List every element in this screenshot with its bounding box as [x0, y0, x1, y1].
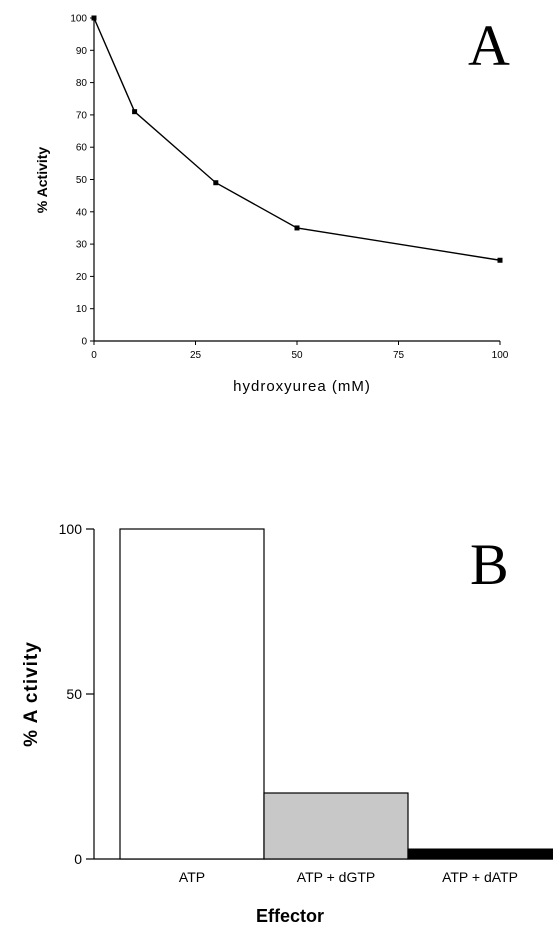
panel-a-y-tick-label: 80: [76, 78, 88, 89]
panel-a-y-tick-label: 70: [76, 110, 88, 121]
panel-a-points: [91, 15, 503, 263]
panel-b-y-label: % A ctivity: [21, 641, 42, 747]
panel-a-series-line: [93, 17, 501, 261]
panel-a-y-tick-label: 50: [76, 175, 88, 186]
panel-a-x-tick-label: 100: [492, 350, 509, 361]
panel-b-y-tick-label: 0: [74, 851, 82, 867]
panel-b-y-tick-label: 100: [59, 521, 83, 537]
panel-b-letter: B: [470, 532, 509, 597]
panel-a-y-tick-label: 20: [76, 272, 88, 283]
panel-a: A 0 10 20 30 40 50 60 70 80 90 100 0 25 50 75 100 % Ac…: [34, 13, 510, 395]
panel-a-data-point: [91, 15, 97, 21]
panel-a-data-point: [294, 225, 300, 231]
panel-a-data-point: [132, 109, 138, 115]
panel-a-y-tick-label: 100: [70, 14, 87, 25]
panel-b: B 0 50 100 ATP ATP + dGTP ATP + dATP % A cti…: [21, 521, 553, 926]
panel-a-x-tick-label: 0: [91, 350, 97, 361]
panel-a-y-tick-label: 60: [76, 143, 88, 154]
panel-b-bar: [263, 792, 409, 860]
panel-b-y-ticks: 0 50 100: [59, 521, 94, 867]
panel-a-data-point: [497, 257, 503, 263]
panel-a-y-tick-label: 0: [81, 337, 87, 348]
panel-b-category-labels: ATP ATP + dGTP ATP + dATP: [179, 869, 518, 885]
panel-a-x-ticks: 0 25 50 75 100: [91, 341, 509, 361]
panel-b-category-label: ATP + dATP: [442, 869, 518, 885]
panel-a-y-tick-label: 90: [76, 46, 88, 57]
panel-a-y-tick-label: 10: [76, 304, 88, 315]
panel-a-letter: A: [468, 13, 510, 78]
panel-a-y-label: % Activity: [34, 147, 50, 214]
panel-b-category-label: ATP + dGTP: [297, 869, 375, 885]
panel-b-bars: [119, 528, 553, 860]
panel-b-x-label: Effector: [256, 906, 324, 926]
panel-a-y-ticks: 0 10 20 30 40 50 60 70 80 90 100: [70, 14, 94, 348]
panel-a-x-tick-label: 50: [291, 350, 303, 361]
panel-a-data-point: [213, 180, 219, 186]
panel-b-bar: [119, 528, 265, 860]
panel-b-y-tick-label: 50: [66, 686, 82, 702]
panel-b-category-label: ATP: [179, 869, 205, 885]
panel-a-x-tick-label: 25: [190, 350, 202, 361]
panel-a-y-tick-label: 40: [76, 207, 88, 218]
panel-a-x-label: hydroxyurea (mM): [233, 378, 371, 395]
panel-a-y-tick-label: 30: [76, 240, 88, 251]
panel-a-x-tick-label: 75: [393, 350, 405, 361]
panel-b-bar: [407, 848, 553, 860]
